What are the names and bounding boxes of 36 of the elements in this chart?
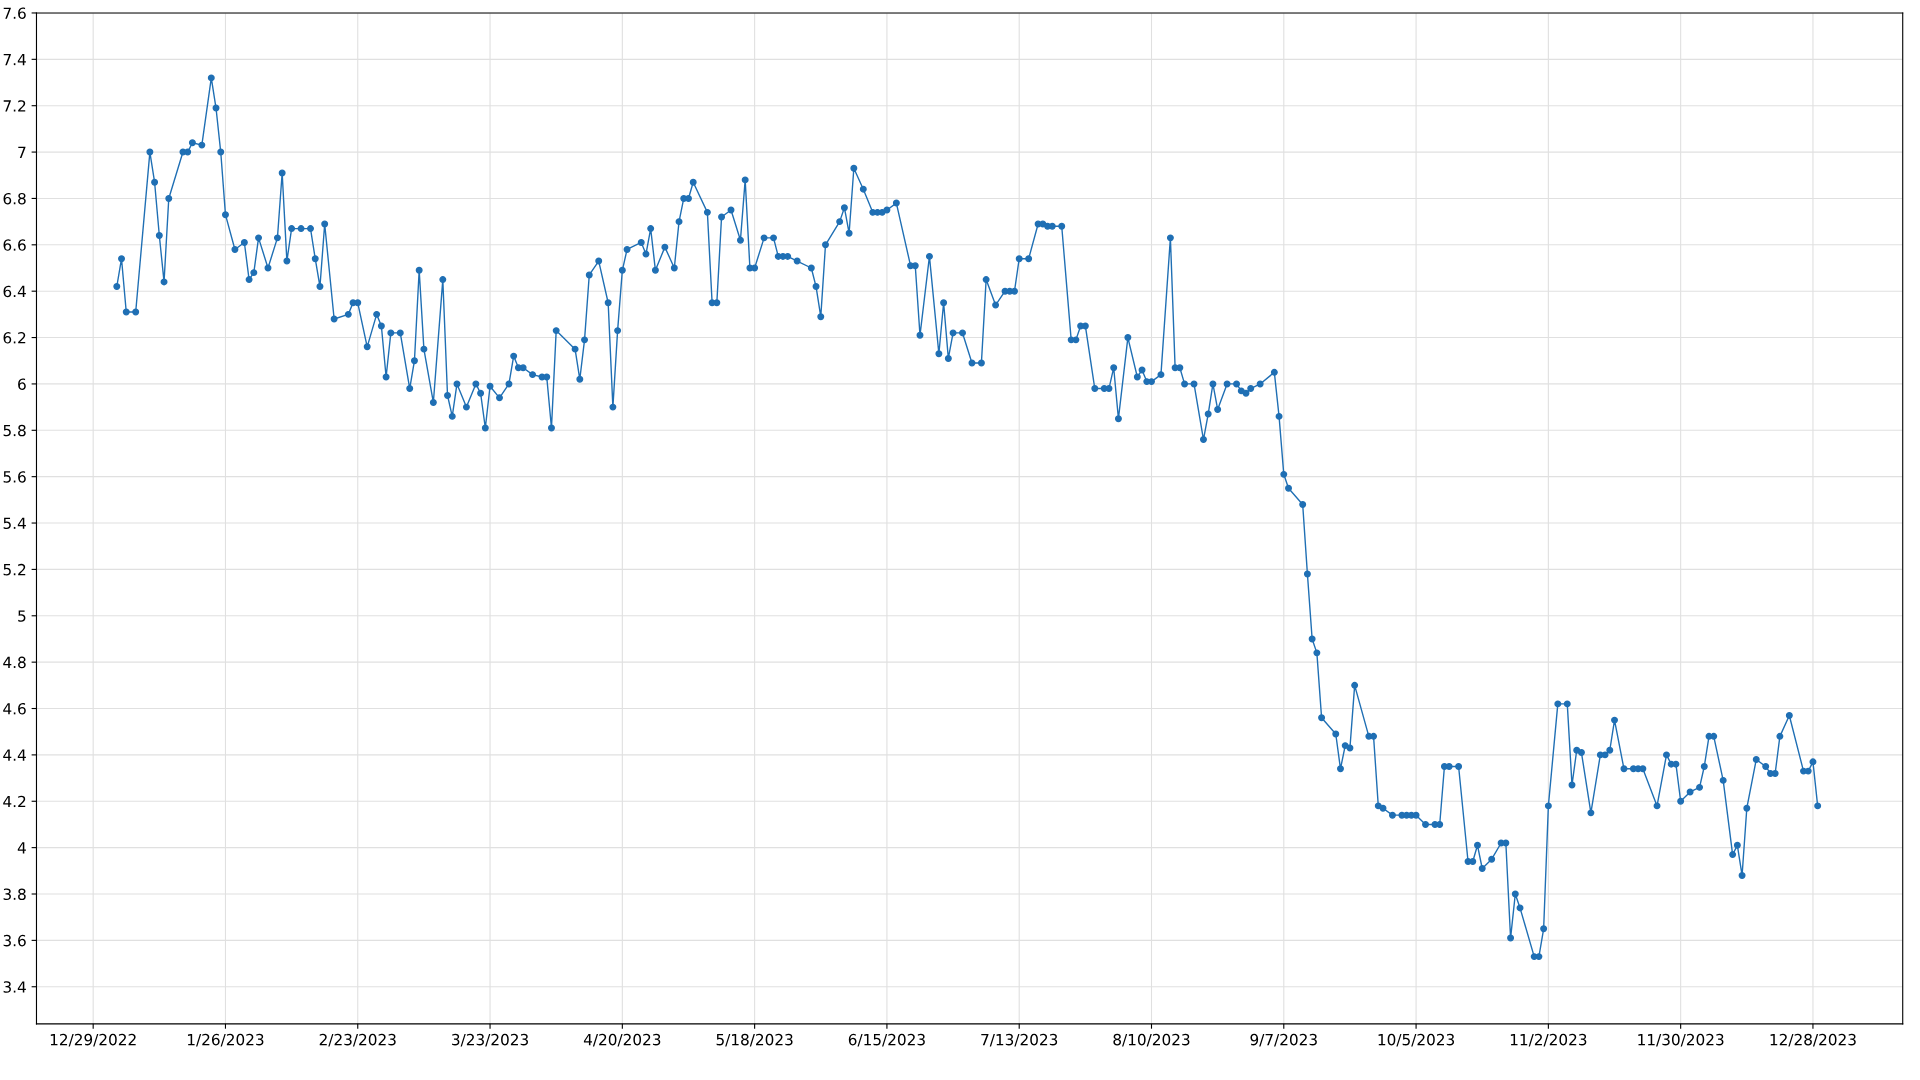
y-tick-label: 7.2	[3, 100, 26, 112]
x-tick-label: 12/29/2022	[50, 1033, 136, 1047]
y-tick-label: 4.6	[3, 702, 26, 715]
x-tick-label: 4/20/2023	[583, 1033, 661, 1047]
y-tick-label: 5	[18, 610, 26, 622]
y-tick-label: 4.8	[3, 656, 26, 669]
y-tick-label: 7.6	[3, 7, 26, 19]
y-tick-label: 7	[18, 146, 26, 158]
y-tick-label: 7.4	[3, 54, 26, 66]
y-tick-label: 6.6	[3, 239, 26, 251]
y-tick-label: 5.4	[3, 517, 26, 530]
y-tick-label: 4.4	[3, 749, 26, 761]
x-tick-label: 6/15/2023	[848, 1033, 925, 1047]
x-tick-label: 12/28/2023	[1770, 1033, 1856, 1047]
x-tick-label: 2/23/2023	[319, 1033, 396, 1047]
x-tick-label: 7/13/2023	[981, 1033, 1058, 1047]
x-tick-label: 10/5/2023	[1378, 1033, 1455, 1047]
y-tick-label: 5.6	[3, 471, 26, 483]
y-tick-label: 5.2	[3, 563, 26, 576]
y-tick-label: 6.8	[3, 192, 26, 205]
y-tick-label: 4	[17, 842, 26, 854]
x-tick-label: 5/18/2023	[716, 1033, 793, 1047]
y-tick-label: 3.6	[3, 934, 26, 947]
y-tick-label: 3.4	[3, 981, 26, 993]
y-tick-label: 4.2	[3, 795, 26, 808]
y-tick-label: 6.2	[3, 332, 26, 344]
y-tick-label: 5.8	[3, 424, 26, 437]
y-tick-label: 3.8	[3, 888, 26, 901]
x-tick-label: 11/30/2023	[1638, 1033, 1724, 1047]
x-tick-label: 11/2/2023	[1510, 1033, 1587, 1047]
x-tick-label: 3/23/2023	[452, 1033, 528, 1047]
x-tick-label: 9/7/2023	[1250, 1033, 1317, 1047]
x-tick-label: 1/26/2023	[187, 1033, 264, 1047]
x-tick-label: 8/10/2023	[1113, 1033, 1190, 1047]
y-tick-label: 6	[18, 378, 26, 390]
y-tick-label: 6.4	[3, 285, 26, 298]
